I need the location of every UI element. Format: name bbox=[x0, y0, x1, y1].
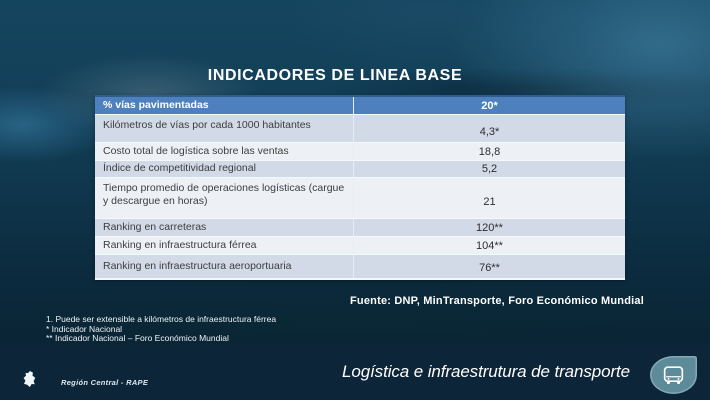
table-row: Costo total de logística sobre las venta… bbox=[95, 142, 625, 160]
footnote-2: * Indicador Nacional bbox=[46, 323, 123, 334]
table-row-value: 18,8 bbox=[353, 143, 625, 160]
brand-label: Región Central - RAPE bbox=[61, 378, 149, 387]
table-row: Ranking en carreteras 120** bbox=[95, 218, 625, 236]
section-title: Logística e infraestrutura de transporte bbox=[342, 362, 630, 381]
table-row-label: Índice de competitividad regional bbox=[103, 162, 256, 175]
table-row: Tiempo promedio de operaciones logística… bbox=[95, 177, 625, 218]
table-header-row: % vías pavimentadas 20* bbox=[95, 95, 625, 114]
footer-bar: Región Central - RAPE Logística e infrae… bbox=[0, 345, 710, 400]
table-row-value: 4,3* bbox=[353, 115, 625, 142]
source-note: Fuente: DNP, MinTransporte, Foro Económi… bbox=[350, 295, 644, 307]
footnote-1: 1. Puede ser extensible a kilómetros de … bbox=[46, 314, 277, 324]
table-row-label: Costo total de logística sobre las venta… bbox=[103, 144, 289, 157]
footnotes: 1. Puede ser extensible a kilómetros de … bbox=[46, 314, 277, 344]
table-row: Índice de competitividad regional 5,2 bbox=[95, 160, 625, 177]
transport-badge bbox=[650, 356, 697, 394]
slide-title: INDICADORES DE LINEA BASE bbox=[207, 66, 463, 84]
table-row-value: 76** bbox=[353, 255, 625, 278]
table-row: Ranking en infraestructura férrea 104** bbox=[95, 236, 625, 254]
table-row-label: Ranking en carreteras bbox=[103, 220, 207, 233]
table-body: Kilómetros de vías por cada 1000 habitan… bbox=[95, 114, 625, 278]
table-header-value: 20* bbox=[353, 97, 625, 114]
table-row-label: Ranking en infraestructura aeroportuaria bbox=[103, 259, 292, 272]
table-row-value: 104** bbox=[353, 237, 625, 254]
table-row: Kilómetros de vías por cada 1000 habitan… bbox=[95, 114, 625, 142]
footnote-3: ** Indicador Nacional – Foro Económico M… bbox=[46, 333, 229, 344]
region-map-icon bbox=[23, 371, 36, 388]
table-header-label: % vías pavimentadas bbox=[103, 98, 209, 111]
table-row-value: 21 bbox=[353, 178, 625, 218]
table-row-label: Ranking en infraestructura férrea bbox=[103, 238, 257, 251]
table-row: Ranking en infraestructura aeroportuaria… bbox=[95, 254, 625, 278]
indicators-table: % vías pavimentadas 20* Kilómetros de ví… bbox=[95, 95, 625, 280]
table-row-label: Kilómetros de vías por cada 1000 habitan… bbox=[103, 119, 311, 131]
table-row-value: 120** bbox=[353, 219, 625, 236]
brand-lockup: Región Central - RAPE bbox=[22, 370, 148, 391]
bus-icon bbox=[663, 365, 684, 384]
table-row-value: 5,2 bbox=[353, 161, 625, 177]
table-row-label: Tiempo promedio de operaciones logística… bbox=[103, 182, 345, 208]
